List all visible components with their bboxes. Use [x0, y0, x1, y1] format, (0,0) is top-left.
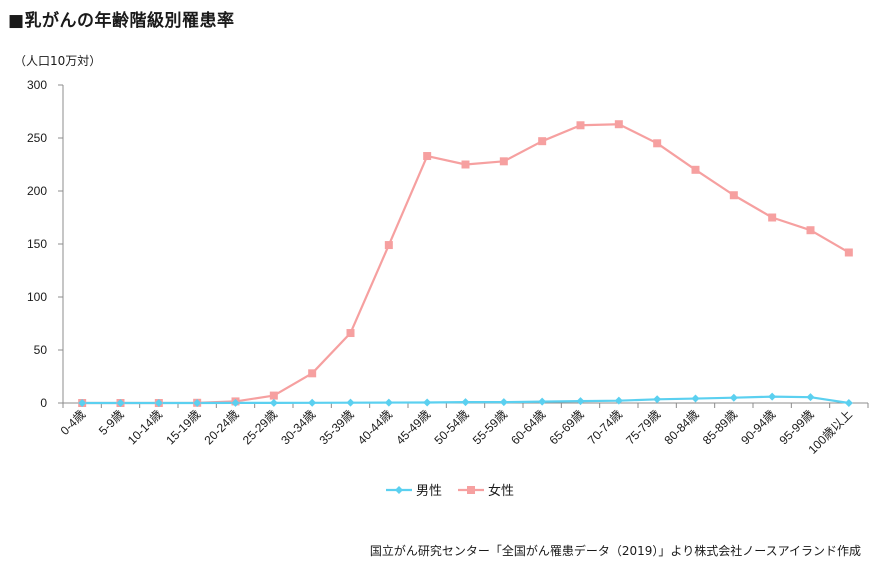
data-point-diamond	[729, 393, 738, 402]
y-tick-label: 250	[27, 131, 47, 145]
data-point-square	[538, 137, 547, 146]
data-point-diamond	[231, 398, 240, 407]
x-tick-label: 35-39歳	[317, 407, 357, 447]
legend-label: 男性	[416, 484, 442, 499]
x-tick-label: 40-44歳	[355, 407, 395, 447]
x-tick-label: 30-34歳	[278, 407, 318, 447]
y-tick-label: 150	[27, 237, 47, 251]
y-axis-unit-label: （人口10万対）	[14, 54, 102, 68]
data-point-square	[729, 191, 738, 200]
data-point-diamond	[116, 399, 125, 407]
x-tick-label: 0-4歳	[58, 407, 89, 438]
x-tick-label: 10-14歳	[125, 407, 165, 447]
data-point-diamond	[154, 399, 163, 407]
data-point-diamond	[806, 393, 815, 402]
data-point-square	[384, 241, 393, 250]
x-tick-labels: 0-4歳 5-9歳10-14歳15-19歳20-24歳25-29歳30-34歳35…	[58, 407, 855, 457]
source-note: 国立がん研究センター「全国がん罹患データ（2019）」より株式会社ノースアイラン…	[369, 544, 861, 558]
data-point-diamond	[308, 398, 317, 407]
data-point-diamond	[193, 399, 202, 407]
data-point-square	[768, 213, 777, 222]
data-point-diamond	[538, 397, 547, 406]
data-point-diamond	[499, 398, 508, 407]
data-point-diamond	[691, 394, 700, 403]
legend: 男性 女性	[386, 483, 514, 499]
x-tick-label: 75-79歳	[623, 407, 663, 447]
data-point-square	[423, 152, 432, 161]
x-tick-label: 65-69歳	[547, 407, 587, 447]
y-tick-label: 300	[27, 78, 47, 92]
data-point-square	[499, 157, 508, 166]
legend-label: 女性	[488, 483, 514, 499]
data-point-square	[308, 369, 317, 378]
axes	[58, 84, 869, 408]
data-point-diamond	[346, 398, 355, 407]
data-point-diamond	[614, 396, 623, 405]
x-tick-label: 15-19歳	[163, 407, 203, 447]
x-tick-label: 85-89歳	[700, 407, 740, 447]
data-point-square	[653, 139, 662, 148]
x-tick-label: 70-74歳	[585, 407, 625, 447]
x-tick-label: 45-49歳	[393, 407, 433, 447]
x-tick-label: 55-59歳	[470, 407, 510, 447]
y-tick-labels: 0 50 100 150 200 250 300	[27, 78, 47, 410]
x-tick-label: 20-24歳	[202, 407, 242, 447]
data-point-square	[346, 329, 355, 338]
data-point-diamond	[78, 399, 87, 407]
data-point-diamond	[384, 398, 393, 407]
y-tick-label: 0	[40, 396, 47, 410]
x-tick-label: 60-64歳	[508, 407, 548, 447]
data-point-diamond	[844, 399, 853, 407]
series-markers	[78, 120, 853, 407]
data-point-square	[576, 121, 585, 130]
x-tick-label: 90-94歳	[738, 407, 778, 447]
data-point-square	[806, 226, 815, 235]
data-point-diamond	[269, 398, 278, 407]
data-point-square	[614, 120, 623, 129]
data-point-square	[461, 160, 470, 169]
data-point-diamond	[653, 395, 662, 404]
data-point-diamond	[461, 398, 470, 407]
data-point-square	[691, 165, 700, 174]
y-tick-label: 100	[27, 290, 47, 304]
data-point-diamond	[768, 392, 777, 401]
y-tick-label: 50	[34, 343, 48, 357]
data-point-diamond	[423, 398, 432, 407]
x-tick-label: 80-84歳	[662, 407, 702, 447]
legend-marker-square	[467, 486, 475, 494]
x-tick-label: 5-9歳	[96, 407, 127, 438]
data-point-square	[844, 248, 853, 257]
x-tick-label: 25-29歳	[240, 407, 280, 447]
data-point-square	[269, 391, 278, 400]
chart-title: ■乳がんの年齢階級別罹患率	[8, 11, 235, 31]
x-tick-label: 50-54歳	[432, 407, 472, 447]
y-tick-label: 200	[27, 184, 47, 198]
data-point-diamond	[576, 397, 585, 406]
legend-marker-diamond	[395, 486, 403, 494]
